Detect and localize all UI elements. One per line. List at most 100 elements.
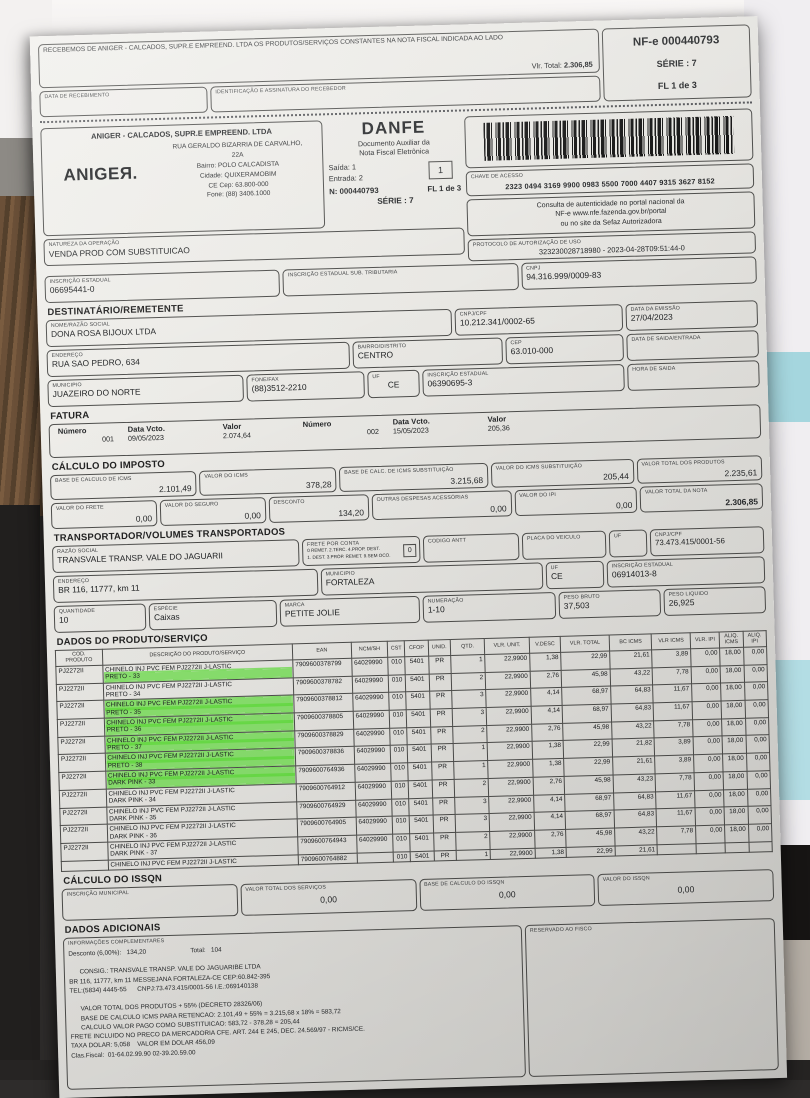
product-cell-ean: 7909600764936: [295, 764, 355, 784]
product-cell-ean: 7909600378805: [294, 711, 354, 731]
danfe-saida-entrada: Saída: 1 Entrada: 2: [328, 162, 364, 184]
canhoto-vlr-total: Vlr. Total: 2.306,85: [531, 59, 593, 71]
danfe-serie: SÉRIE : 7: [377, 195, 414, 206]
product-column-header: BC ICMS: [609, 633, 653, 651]
nfe-serie: SÉRIE : 7: [656, 58, 697, 70]
valor-total-nota-box: VALOR TOTAL DA NOTA 2.306,85: [639, 483, 764, 513]
product-cell-bc: 21,61: [612, 755, 656, 775]
background-dark-desk: [0, 505, 40, 1080]
product-column-header: QTD.: [450, 638, 486, 656]
valor-ipi-box: VALOR DO IPI 0,00: [514, 486, 638, 516]
dest-ie-box: INSCRIÇÃO ESTADUAL 06390695-3: [422, 363, 625, 397]
product-cell-vunit: 22,9900: [485, 670, 531, 690]
fatura-parcela-valor: 2.074,64: [222, 430, 252, 440]
product-cell-aipi: [748, 841, 773, 853]
product-cell-vicms: 3,89: [654, 737, 694, 756]
product-cell-vunit: 22,9900: [487, 759, 534, 779]
product-cell-bc: 64,83: [613, 791, 657, 811]
fatura-parcela-vencimento: 15/05/2023: [392, 425, 429, 436]
product-cell-vdesc: 2,76: [530, 669, 562, 689]
fatura-parcela-vencimento: 09/05/2023: [127, 432, 165, 443]
product-cell-ncm: 64029990: [352, 692, 390, 712]
product-cell-vicms: 11,67: [656, 790, 695, 810]
transp-ie-box: INSCRIÇÃO ESTADUAL 06914013-8: [606, 556, 766, 588]
dest-endereco-box: ENDEREÇO RUA SAO PEDRO, 634: [46, 341, 351, 377]
peso-bruto-box: PESO BRUTO 37,503: [558, 588, 662, 619]
product-cell-aipi: 0,00: [744, 699, 769, 718]
product-cell-cod: PJ2272II: [60, 824, 108, 844]
product-cell-vicms: 3,89: [655, 754, 694, 774]
desconto-box: DESCONTO 134,20: [268, 494, 370, 523]
product-cell-cst: 010: [388, 674, 407, 693]
product-cell-ncm: [356, 851, 394, 864]
product-column-header: UNID.: [427, 639, 451, 656]
product-column-header: ALIQ. ICMS: [719, 631, 744, 648]
peso-liquido-box: PESO LIQUIDO 26,925: [663, 586, 767, 616]
product-cell-vdesc: 2,76: [533, 776, 565, 795]
product-column-header: ALIQ. IPI: [742, 630, 767, 648]
product-cell-vdesc: 2,76: [534, 829, 567, 848]
danfe-numero: N: 000440793: [329, 185, 379, 197]
product-cell-qtd: 3: [455, 813, 490, 833]
product-cell-unid: PR: [429, 708, 453, 727]
product-cell-bc: 43,22: [614, 826, 658, 846]
product-cell-ncm: 64029990: [351, 674, 389, 694]
product-cell-ncm: 64029990: [355, 798, 393, 818]
product-cell-aicms: 18,00: [724, 806, 749, 825]
emitente-endereco: RUA GERALDO BIZARRIA DE CARVALHO, 22A Ba…: [172, 139, 303, 200]
outras-despesas-box: OUTRAS DESPESAS ACESSÓRIAS 0,00: [371, 490, 512, 520]
fatura-parcela-numero: 002: [366, 426, 380, 436]
product-cell-bc: 43,23: [612, 773, 657, 793]
canhoto-vlr-total-value: 2.306,85: [563, 59, 593, 70]
dest-fone-box: FONE/FAX (88)3512-2210: [246, 370, 365, 402]
product-cell-ncm: 64029990: [351, 657, 389, 676]
dest-bairro-box: BAIRRO/DISTRITO CENTRO: [352, 337, 504, 369]
product-cell-cfop: 5401: [406, 709, 431, 728]
product-cell-vtotal: 68,97: [564, 792, 614, 812]
product-cell-bc: 64,83: [610, 685, 654, 704]
product-cell-vipi: 0,00: [690, 647, 721, 667]
inscricao-municipal-box: INSCRIÇÃO MUNICIPAL: [61, 884, 239, 922]
product-cell-vipi: 0,00: [692, 718, 723, 738]
product-column-header: EAN: [292, 642, 352, 660]
ie-sub-tributaria-box: INSCRIÇÃO ESTADUAL SUB. TRIBUTARIA: [282, 262, 519, 297]
product-cell-vunit: 22,9900: [489, 830, 536, 850]
product-cell-qtd: 1: [450, 654, 486, 674]
recebemos-text: RECEBEMOS DE ANIGER - CALCADOS, SUPR.E E…: [43, 34, 504, 55]
product-cell-vdesc: 4,14: [534, 811, 566, 831]
product-cell-vtotal: 45,98: [564, 774, 614, 794]
transp-uf-box: UF: [608, 529, 648, 558]
product-cell-aipi: 0,00: [746, 752, 771, 772]
product-cell-aicms: 18,00: [721, 717, 746, 737]
product-cell-cfop: 5401: [405, 655, 429, 675]
product-cell-cod: PJ2272II: [58, 771, 106, 791]
product-cell-cod: PJ2272II: [58, 753, 106, 773]
product-cell-bc: 64,83: [611, 702, 655, 722]
quantidade-box: QUANTIDADE 10: [53, 603, 147, 633]
destinatario-section: NOME/RAZÃO SOCIAL DONA ROSA BIJOUX LTDA …: [45, 299, 760, 407]
product-cell-vunit: 22,9900: [488, 794, 535, 814]
product-cell-aipi: 0,00: [748, 823, 772, 842]
product-cell-vtotal: 45,98: [562, 721, 613, 741]
product-cell-ean: 7909600764882: [298, 852, 358, 865]
product-cell-vicms: 11,67: [653, 701, 693, 721]
product-cell-unid: PR: [432, 814, 456, 834]
product-cell-vtotal: 45,98: [561, 668, 611, 688]
product-cell-aicms: 18,00: [720, 664, 745, 684]
product-cell-ncm: 64029990: [353, 727, 391, 747]
canhoto-section: RECEBEMOS DE ANIGER - CALCADOS, SUPR.E E…: [37, 24, 752, 118]
valor-icms-st-box: VALOR DO ICMS SUBSTITUIÇÃO 205,44: [490, 458, 635, 489]
product-cell-vicms: 7,78: [654, 719, 693, 739]
product-cell-aicms: [725, 841, 749, 853]
product-cell-vtotal: 22,99: [566, 845, 616, 858]
product-cell-unid: PR: [430, 726, 454, 745]
product-cell-vtotal: 68,97: [561, 686, 612, 706]
product-cell-bc: 43,22: [611, 720, 655, 740]
danfe-block: DANFE Documento Auxiliar da Nota Fiscal …: [328, 117, 462, 206]
product-cell-cst: 010: [392, 815, 411, 835]
product-cell-vdesc: 1,38: [532, 740, 564, 760]
product-cell-ean: 7909600378812: [293, 693, 353, 713]
product-cell-unid: PR: [431, 761, 455, 780]
product-cell-cod: PJ2272II: [56, 682, 104, 702]
product-cell-vunit: 22,9900: [490, 847, 536, 860]
